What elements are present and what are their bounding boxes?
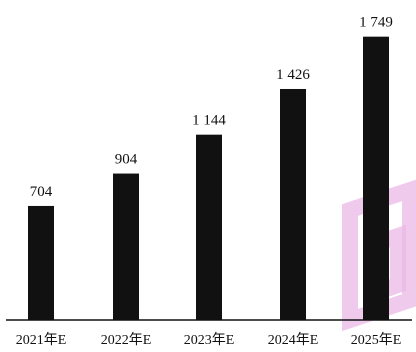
x-tick-label: 2025年E [351, 332, 402, 348]
value-labels-group: 704 904 1 144 1 426 1 749 [30, 15, 393, 200]
bar [113, 173, 139, 320]
bar [28, 205, 54, 320]
bars-group [28, 36, 389, 321]
x-tick-label: 2022年E [101, 332, 152, 348]
bar [363, 36, 389, 321]
bar-value-label: 704 [30, 184, 53, 200]
x-tick-label: 2024年E [268, 332, 319, 348]
x-tick-label: 2023年E [184, 332, 235, 348]
x-tick-label: 2021年E [16, 332, 67, 348]
bar-value-label: 904 [115, 152, 138, 168]
bar [280, 88, 306, 320]
x-tick-labels-group: 2021年E 2022年E 2023年E 2024年E 2025年E [16, 332, 402, 348]
bar-value-label: 1 144 [192, 113, 226, 129]
bar-value-label: 1 426 [276, 67, 310, 83]
bar [196, 134, 222, 320]
bar-value-label: 1 749 [359, 15, 393, 31]
